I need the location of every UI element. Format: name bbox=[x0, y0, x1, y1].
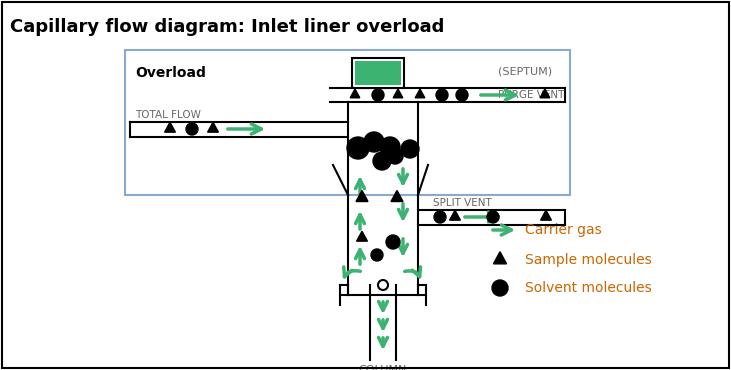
Circle shape bbox=[456, 89, 468, 101]
Polygon shape bbox=[391, 191, 403, 202]
Polygon shape bbox=[450, 210, 461, 220]
Text: Capillary flow diagram: Inlet liner overload: Capillary flow diagram: Inlet liner over… bbox=[10, 18, 444, 36]
Polygon shape bbox=[540, 89, 550, 98]
Polygon shape bbox=[164, 122, 175, 132]
Text: Carrier gas: Carrier gas bbox=[525, 223, 602, 237]
Polygon shape bbox=[350, 89, 360, 98]
Text: Solvent molecules: Solvent molecules bbox=[525, 281, 652, 295]
Polygon shape bbox=[356, 191, 368, 202]
Text: (SEPTUM): (SEPTUM) bbox=[498, 66, 552, 76]
Circle shape bbox=[487, 211, 499, 223]
Polygon shape bbox=[208, 122, 219, 132]
Circle shape bbox=[386, 235, 400, 249]
Bar bbox=[355, 61, 401, 85]
Circle shape bbox=[401, 140, 419, 158]
Text: Overload: Overload bbox=[135, 66, 206, 80]
Circle shape bbox=[434, 211, 446, 223]
Bar bbox=[352, 58, 404, 88]
Bar bbox=[125, 50, 570, 195]
Polygon shape bbox=[541, 210, 551, 220]
Circle shape bbox=[347, 137, 369, 159]
Circle shape bbox=[436, 89, 448, 101]
Text: SPLIT VENT: SPLIT VENT bbox=[433, 198, 492, 208]
Circle shape bbox=[492, 280, 508, 296]
Circle shape bbox=[364, 132, 384, 152]
Polygon shape bbox=[393, 89, 403, 98]
Text: TOTAL FLOW: TOTAL FLOW bbox=[135, 110, 201, 120]
Circle shape bbox=[380, 137, 400, 157]
Circle shape bbox=[387, 148, 403, 164]
Text: PURGE VENT: PURGE VENT bbox=[498, 90, 564, 100]
Polygon shape bbox=[357, 231, 368, 241]
Circle shape bbox=[186, 123, 198, 135]
Text: COLUMN: COLUMN bbox=[359, 365, 407, 370]
Text: Sample molecules: Sample molecules bbox=[525, 253, 652, 267]
Circle shape bbox=[371, 249, 383, 261]
Circle shape bbox=[372, 89, 384, 101]
Polygon shape bbox=[415, 89, 425, 98]
Polygon shape bbox=[493, 252, 507, 264]
Circle shape bbox=[373, 152, 391, 170]
Circle shape bbox=[378, 280, 388, 290]
